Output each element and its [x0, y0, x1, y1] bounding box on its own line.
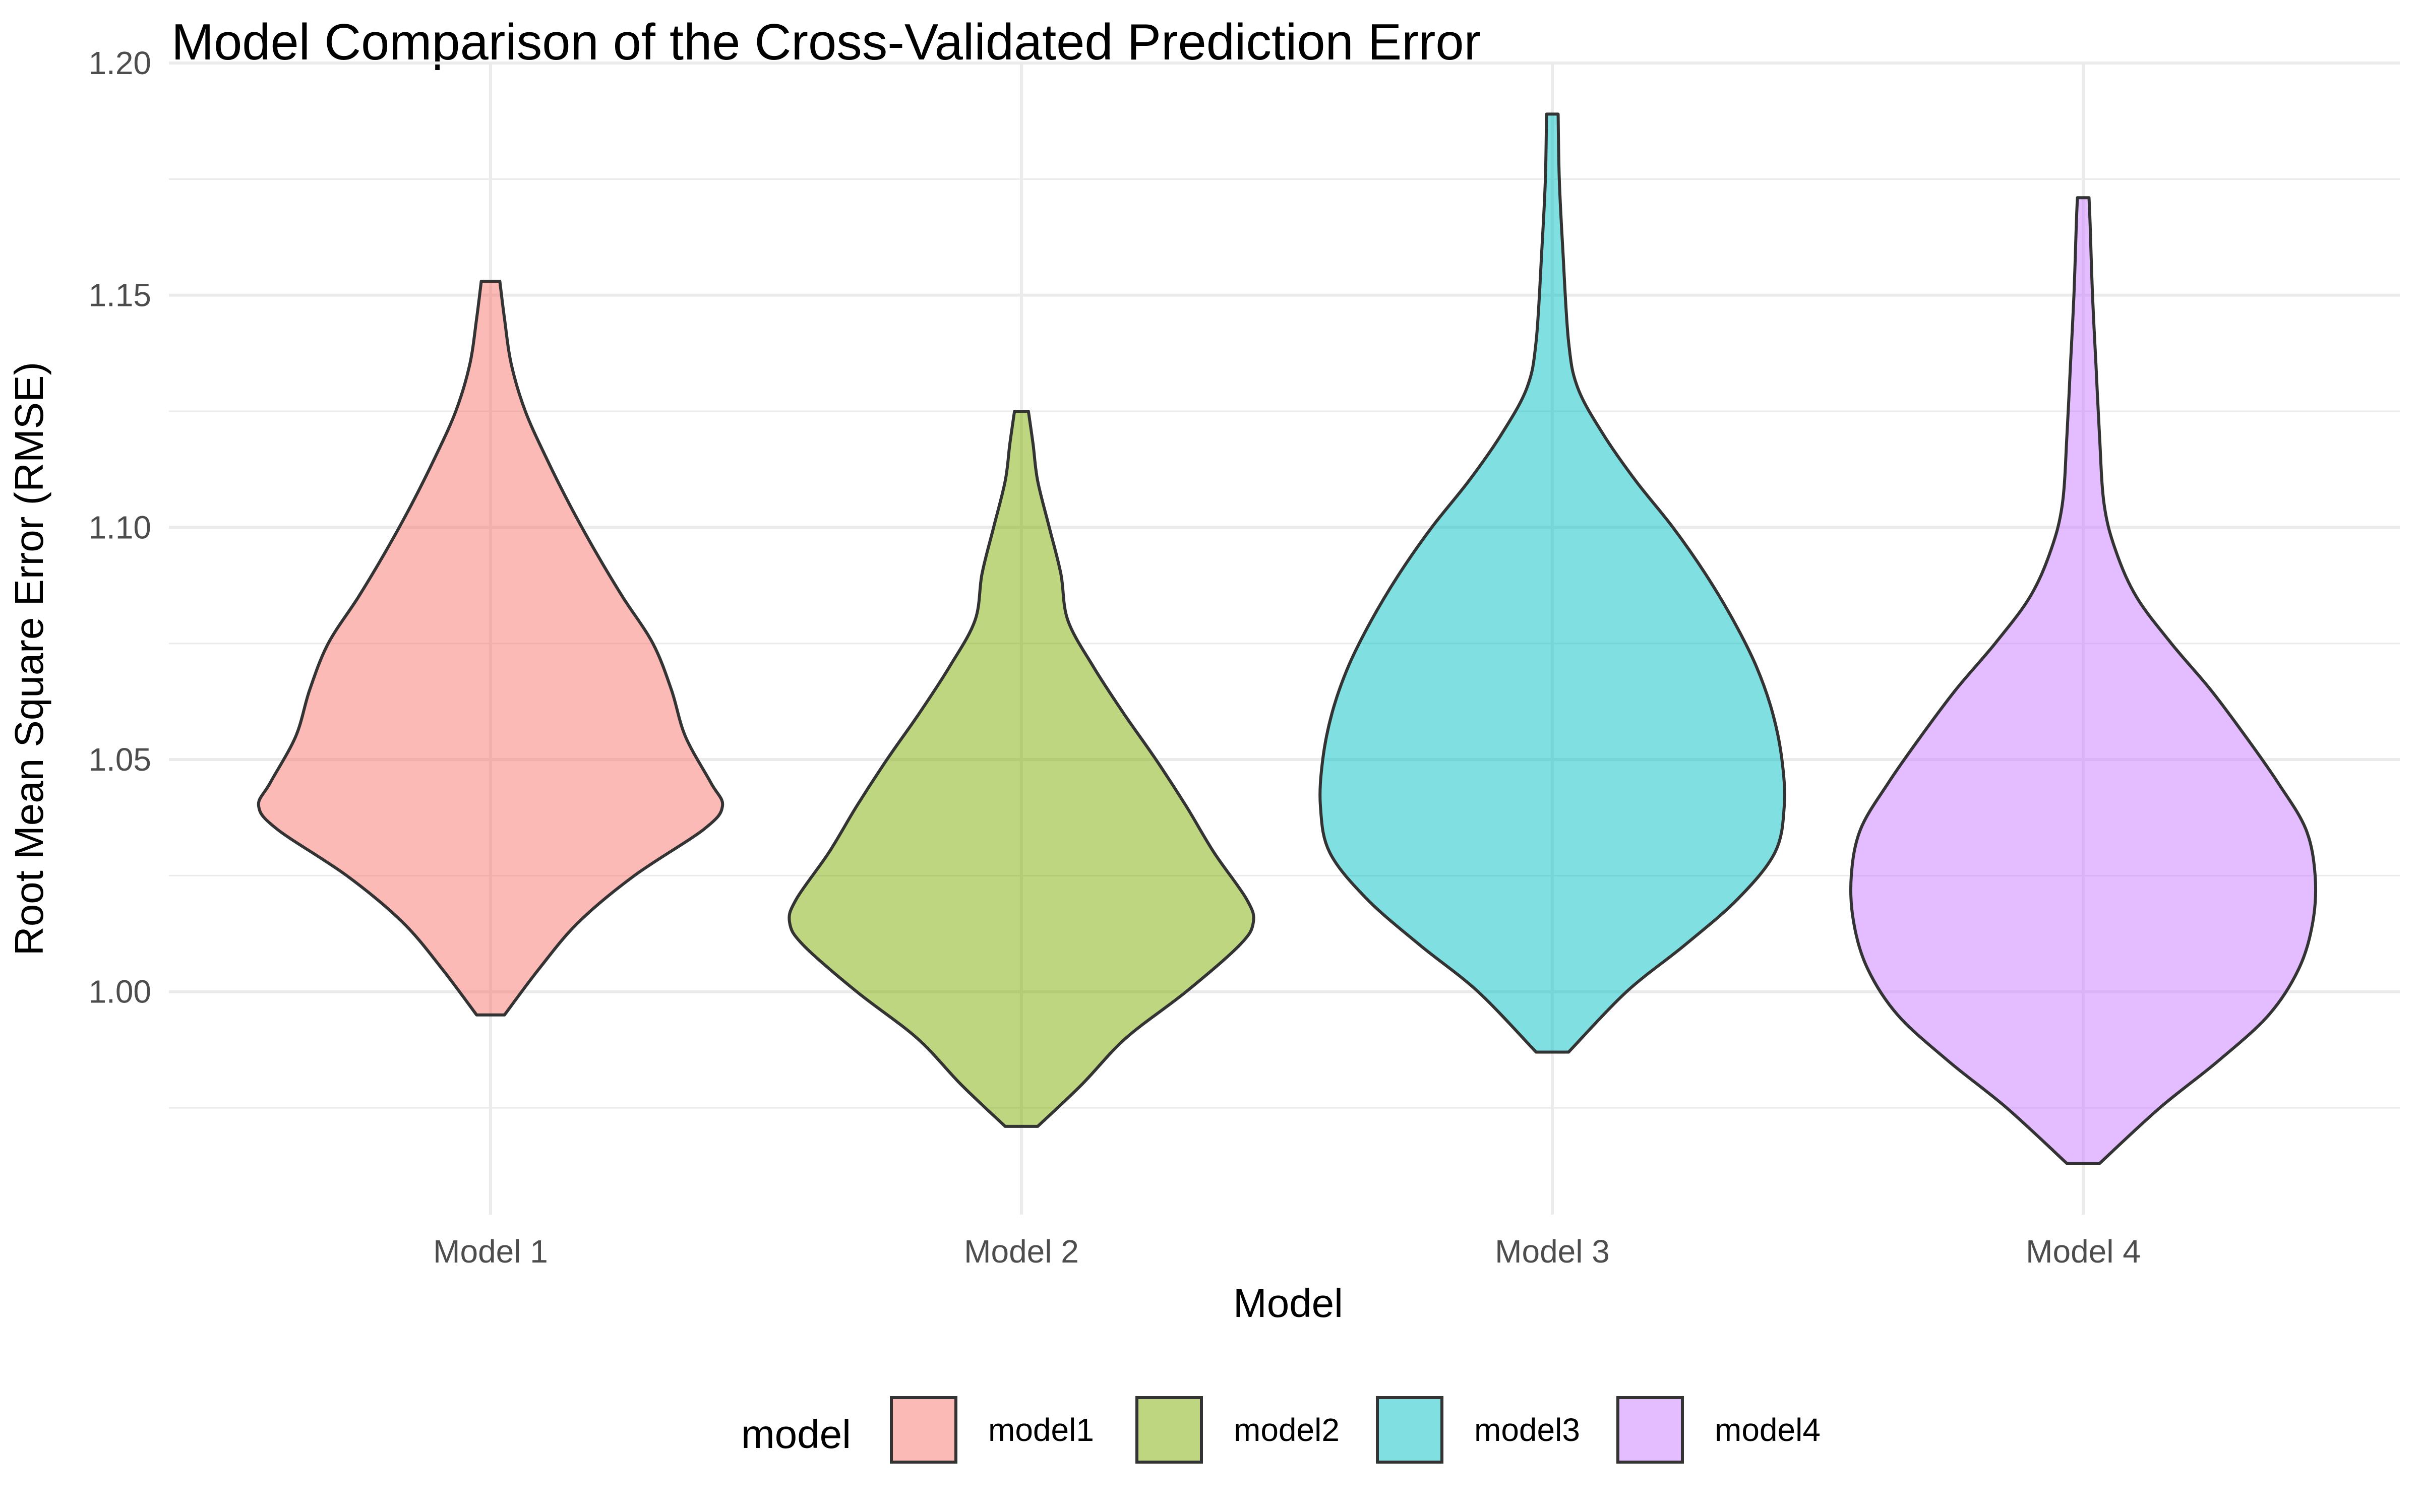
y-tick-label: 1.15: [88, 277, 151, 313]
chart-title: Model Comparison of the Cross-Validated …: [171, 14, 1481, 71]
y-tick-label: 1.20: [88, 45, 151, 81]
legend-label: model4: [1715, 1412, 1821, 1448]
x-tick-label: Model 1: [433, 1233, 548, 1270]
x-axis-ticks: Model 1 Model 2 Model 3 Model 4: [433, 1233, 2141, 1270]
x-tick-label: Model 3: [1495, 1233, 1610, 1270]
legend-label: model2: [1234, 1412, 1340, 1448]
y-axis-ticks: 1.00 1.05 1.10 1.15 1.20: [88, 45, 151, 1010]
legend: model model1 model2 model3 model4: [741, 1396, 1821, 1464]
legend-label: model1: [988, 1412, 1094, 1448]
y-tick-label: 1.05: [88, 741, 151, 778]
x-tick-label: Model 2: [964, 1233, 1079, 1270]
violin-model1: [257, 280, 724, 1017]
legend-label: model3: [1474, 1412, 1580, 1448]
y-tick-label: 1.00: [88, 974, 151, 1010]
x-axis-title: Model: [1233, 1281, 1343, 1326]
violin-model2: [788, 410, 1255, 1128]
legend-items: model1 model2 model3 model4: [890, 1396, 1821, 1464]
legend-key-model4: [1616, 1396, 1684, 1464]
legend-key-model3: [1376, 1396, 1443, 1464]
y-axis-title: Root Mean Square Error (RMSE): [7, 362, 51, 956]
legend-key-model1: [890, 1396, 957, 1464]
violins: [257, 112, 2318, 1165]
x-tick-label: Model 4: [2026, 1233, 2141, 1270]
legend-key-model2: [1135, 1396, 1203, 1464]
legend-title: model: [741, 1412, 851, 1457]
violin-model3: [1318, 112, 1786, 1054]
y-tick-label: 1.10: [88, 509, 151, 545]
violin-model4: [1849, 196, 2318, 1165]
